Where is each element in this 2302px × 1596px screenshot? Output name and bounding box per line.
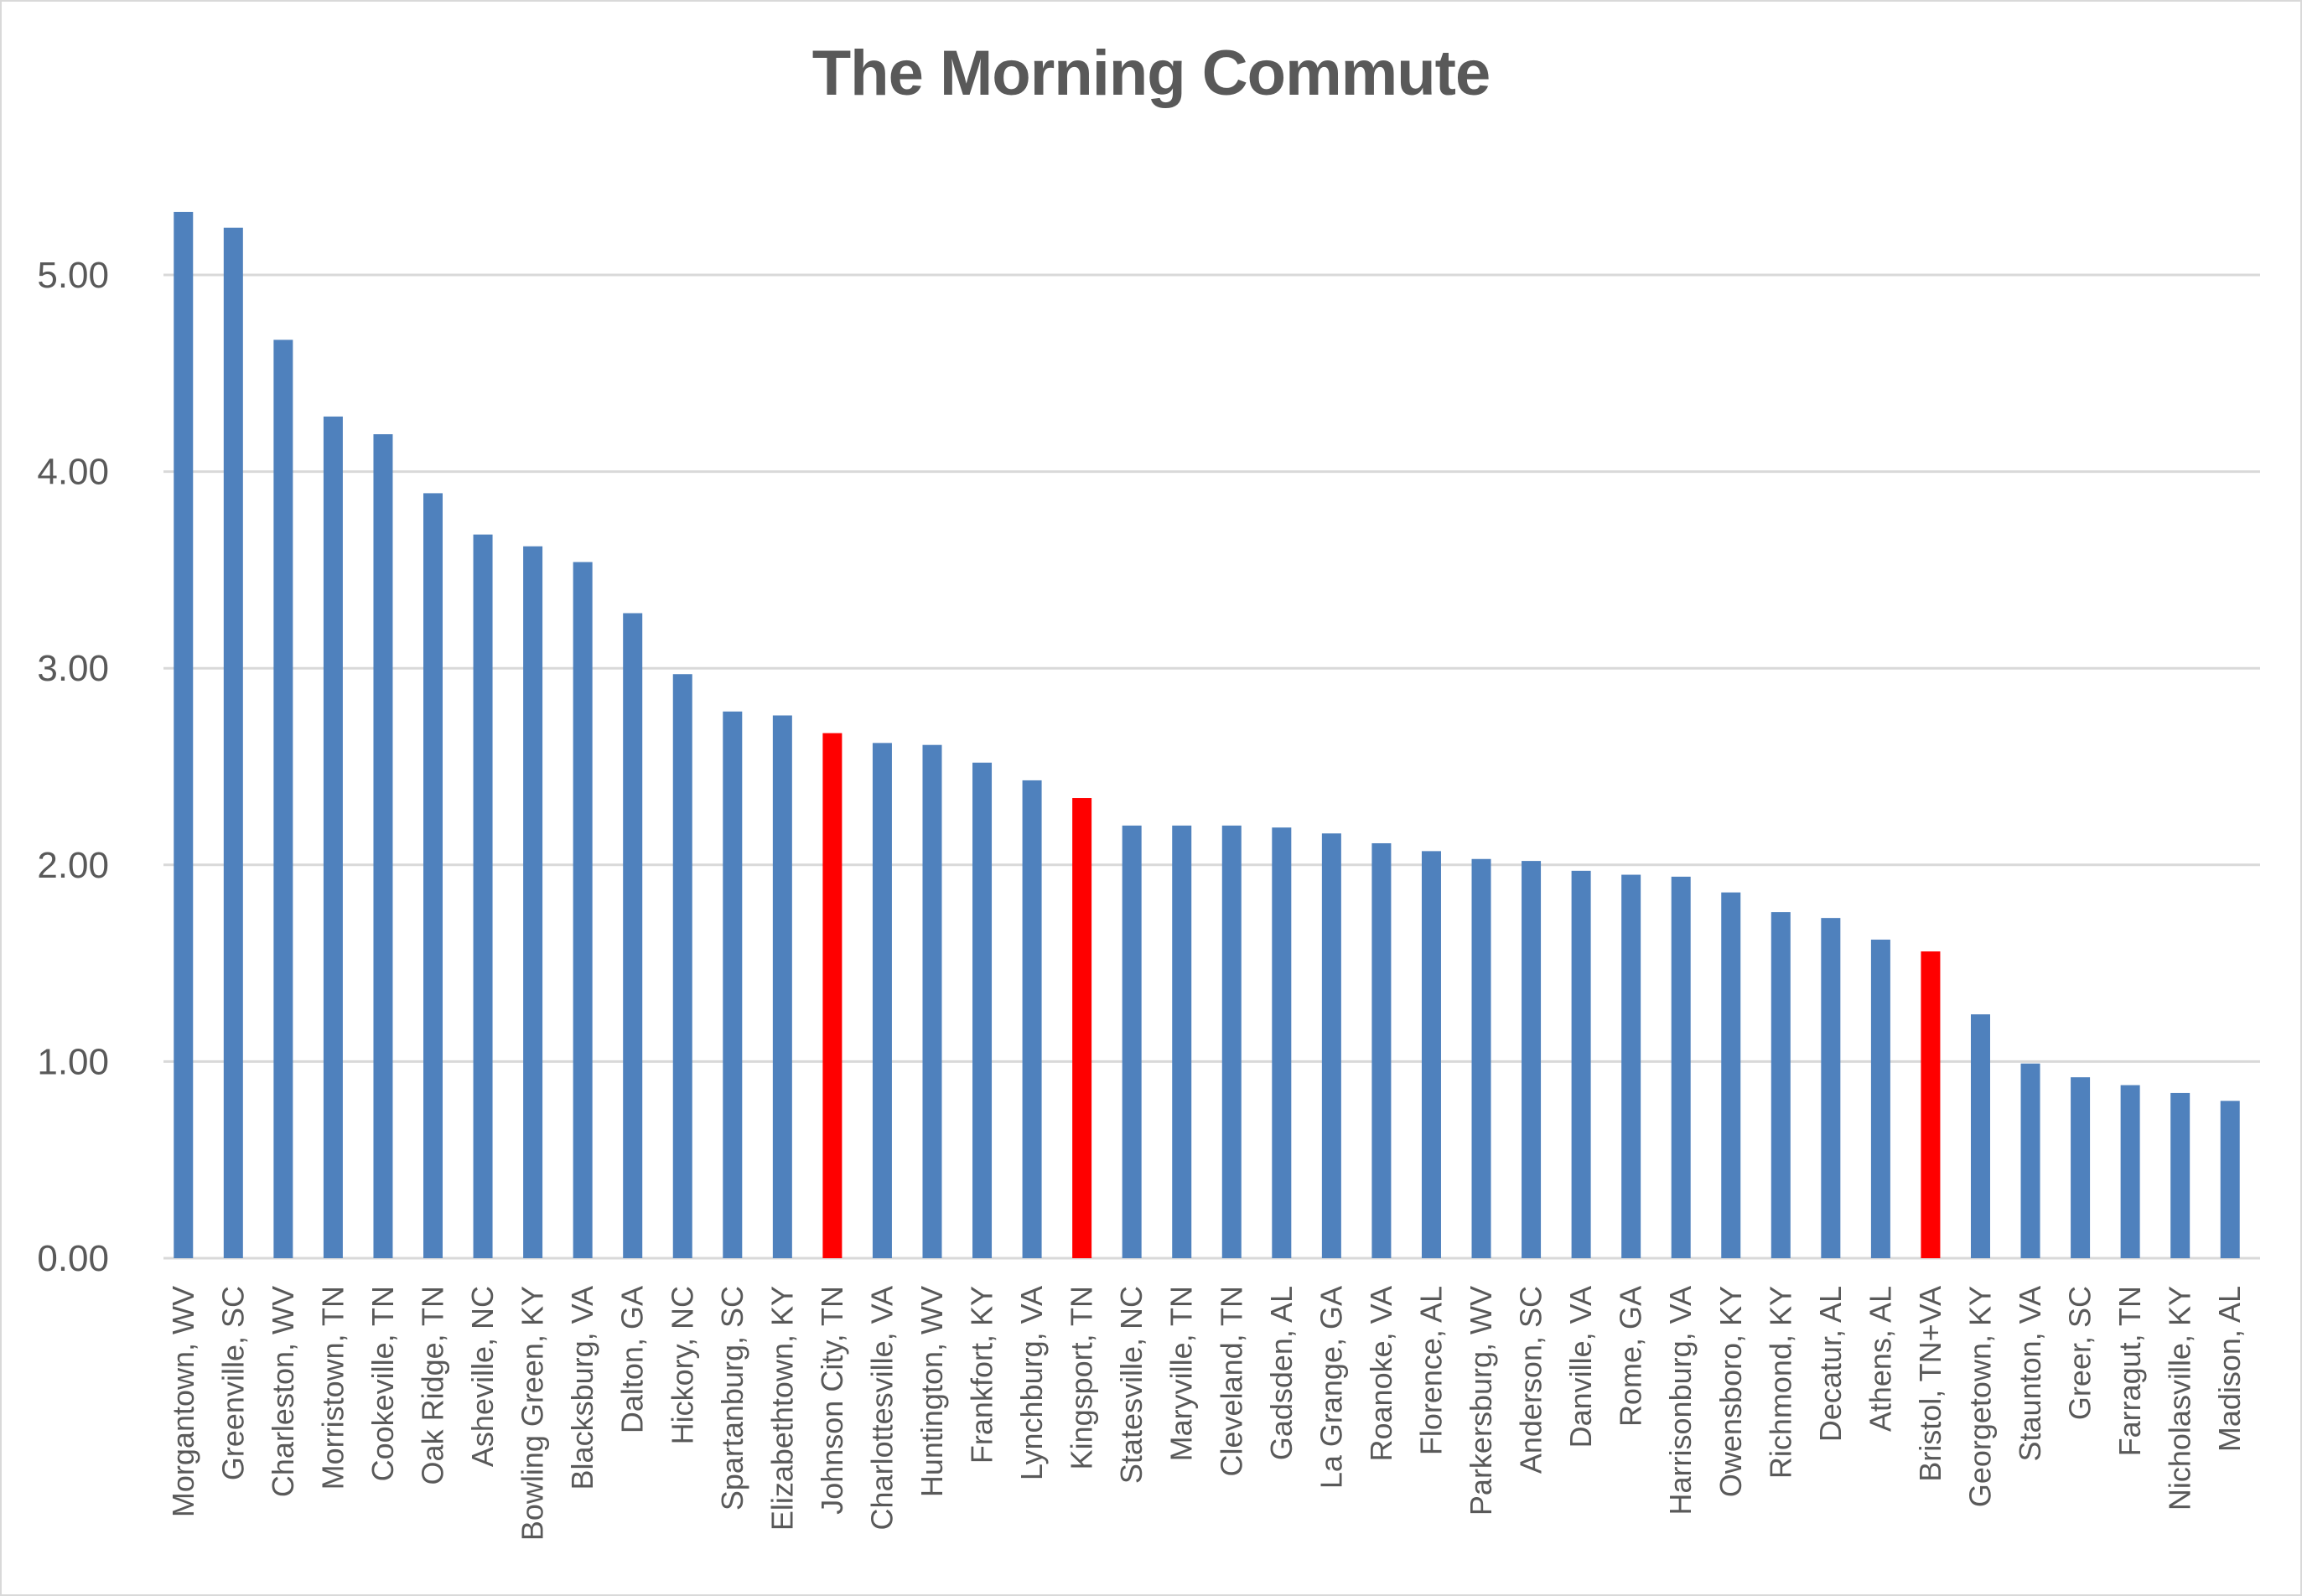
bar (1522, 861, 1542, 1258)
bar (872, 743, 892, 1258)
bar (1022, 780, 1042, 1258)
bar (373, 434, 393, 1258)
x-tick-label: Johnson City, TN (815, 1286, 849, 1515)
bar-highlighted (1072, 798, 1092, 1258)
x-tick-label: Bristol, TN+VA (1913, 1286, 1947, 1482)
y-tick-label: 3.00 (37, 648, 109, 689)
y-tick-label: 2.00 (37, 845, 109, 886)
bar (1970, 1014, 1990, 1258)
x-tick-label: Statesville, NC (1114, 1286, 1148, 1484)
bar (972, 762, 993, 1258)
x-tick-label: Cookeville, TN (366, 1286, 400, 1481)
x-tick-label: Farragut, TN (2113, 1286, 2147, 1456)
bar (1471, 858, 1491, 1258)
x-tick-label: Asheville, NC (465, 1286, 500, 1467)
bar (223, 227, 243, 1258)
x-tick-label: Bowling Green, KY (516, 1286, 550, 1541)
bar (2071, 1077, 2091, 1258)
x-tick-label: Greer, SC (2063, 1286, 2097, 1420)
bar (1122, 825, 1142, 1258)
x-tick-label: Elizabethtown, KY (765, 1286, 799, 1531)
y-tick-label: 4.00 (37, 452, 109, 493)
x-tick-label: Lynchburg, VA (1014, 1286, 1049, 1480)
bar (174, 211, 194, 1259)
x-tick-label: Frankfort, KY (965, 1286, 999, 1464)
bar (1272, 827, 1292, 1258)
x-tick-label: Gadsden, AL (1264, 1286, 1299, 1460)
x-tick-label: Charlottesville, VA (864, 1286, 899, 1530)
y-tick-label: 0.00 (37, 1238, 109, 1279)
x-tick-label: Oak Ridge, TN (416, 1286, 450, 1485)
bar (1821, 918, 1841, 1258)
x-tick-label: Staunton, VA (2013, 1286, 2047, 1461)
x-tick-label: Danville, VA (1563, 1286, 1598, 1448)
bar (2120, 1085, 2140, 1258)
bar (523, 546, 543, 1258)
bar (2020, 1063, 2040, 1258)
x-tick-label: Morristown, TN (315, 1286, 350, 1490)
bar (1671, 876, 1691, 1258)
bar (672, 674, 692, 1258)
bar (1421, 851, 1441, 1258)
x-tick-label: Georgetown, KY (1962, 1286, 1997, 1507)
bar (1371, 842, 1392, 1258)
bar (1870, 939, 1890, 1258)
x-tick-label: Dalton, GA (615, 1286, 650, 1433)
x-tick-label: Parkersburg, WV (1464, 1286, 1498, 1516)
x-tick-label: Charleston, WV (266, 1286, 300, 1497)
y-tick-label: 5.00 (37, 255, 109, 296)
x-tick-label: Decatur, AL (1813, 1286, 1848, 1442)
x-tick-label: Hickory, NC (665, 1286, 699, 1444)
x-tick-label: Richmond, KY (1763, 1286, 1797, 1479)
bar (723, 711, 743, 1258)
x-tick-label: Morgantown, WV (166, 1286, 200, 1517)
x-tick-label: Cleveland, TN (1214, 1286, 1248, 1476)
bar (623, 613, 643, 1258)
x-tick-label: Rome, GA (1614, 1286, 1648, 1427)
x-tick-label: Blacksburg, VA (565, 1286, 599, 1490)
bar (423, 493, 443, 1258)
x-tick-label: Owensboro, KY (1714, 1286, 1748, 1497)
x-tick-label: Kingsport, TN (1065, 1286, 1099, 1469)
bar (273, 339, 293, 1259)
y-tick-label: 1.00 (37, 1041, 109, 1082)
x-tick-label: Anderson, SC (1514, 1286, 1548, 1474)
chart-title: The Morning Commute (811, 38, 1491, 109)
bar (922, 744, 942, 1258)
x-tick-label: Nicholasville, KY (2163, 1286, 2197, 1510)
x-tick-label: Harrisonburg, VA (1663, 1286, 1698, 1515)
x-tick-label: La Grange, GA (1314, 1286, 1348, 1489)
bar (1172, 825, 1192, 1258)
x-tick-label: Maryville, TN (1164, 1286, 1199, 1461)
bar (1221, 825, 1242, 1258)
bar (1321, 833, 1341, 1258)
bar (2170, 1092, 2191, 1258)
bar (1571, 870, 1591, 1258)
bar (1771, 912, 1791, 1258)
bar (2220, 1101, 2240, 1258)
x-tick-label: Huntington, WV (915, 1286, 949, 1497)
bar (1721, 892, 1741, 1258)
bar (473, 534, 493, 1258)
x-tick-label: Athens, AL (1863, 1286, 1897, 1432)
bar (323, 416, 343, 1258)
bar (1621, 874, 1641, 1258)
x-tick-label: Florence, AL (1413, 1286, 1448, 1455)
x-tick-label: Spartanburg, SC (715, 1286, 749, 1510)
bar-highlighted (822, 733, 843, 1258)
x-tick-label: Greenville, SC (215, 1286, 250, 1480)
x-tick-label: Roanoke, VA (1364, 1286, 1398, 1461)
x-tick-label: Madison, AL (2212, 1286, 2247, 1452)
bar (772, 715, 792, 1258)
bar (573, 562, 593, 1258)
bar-highlighted (1921, 951, 1941, 1258)
